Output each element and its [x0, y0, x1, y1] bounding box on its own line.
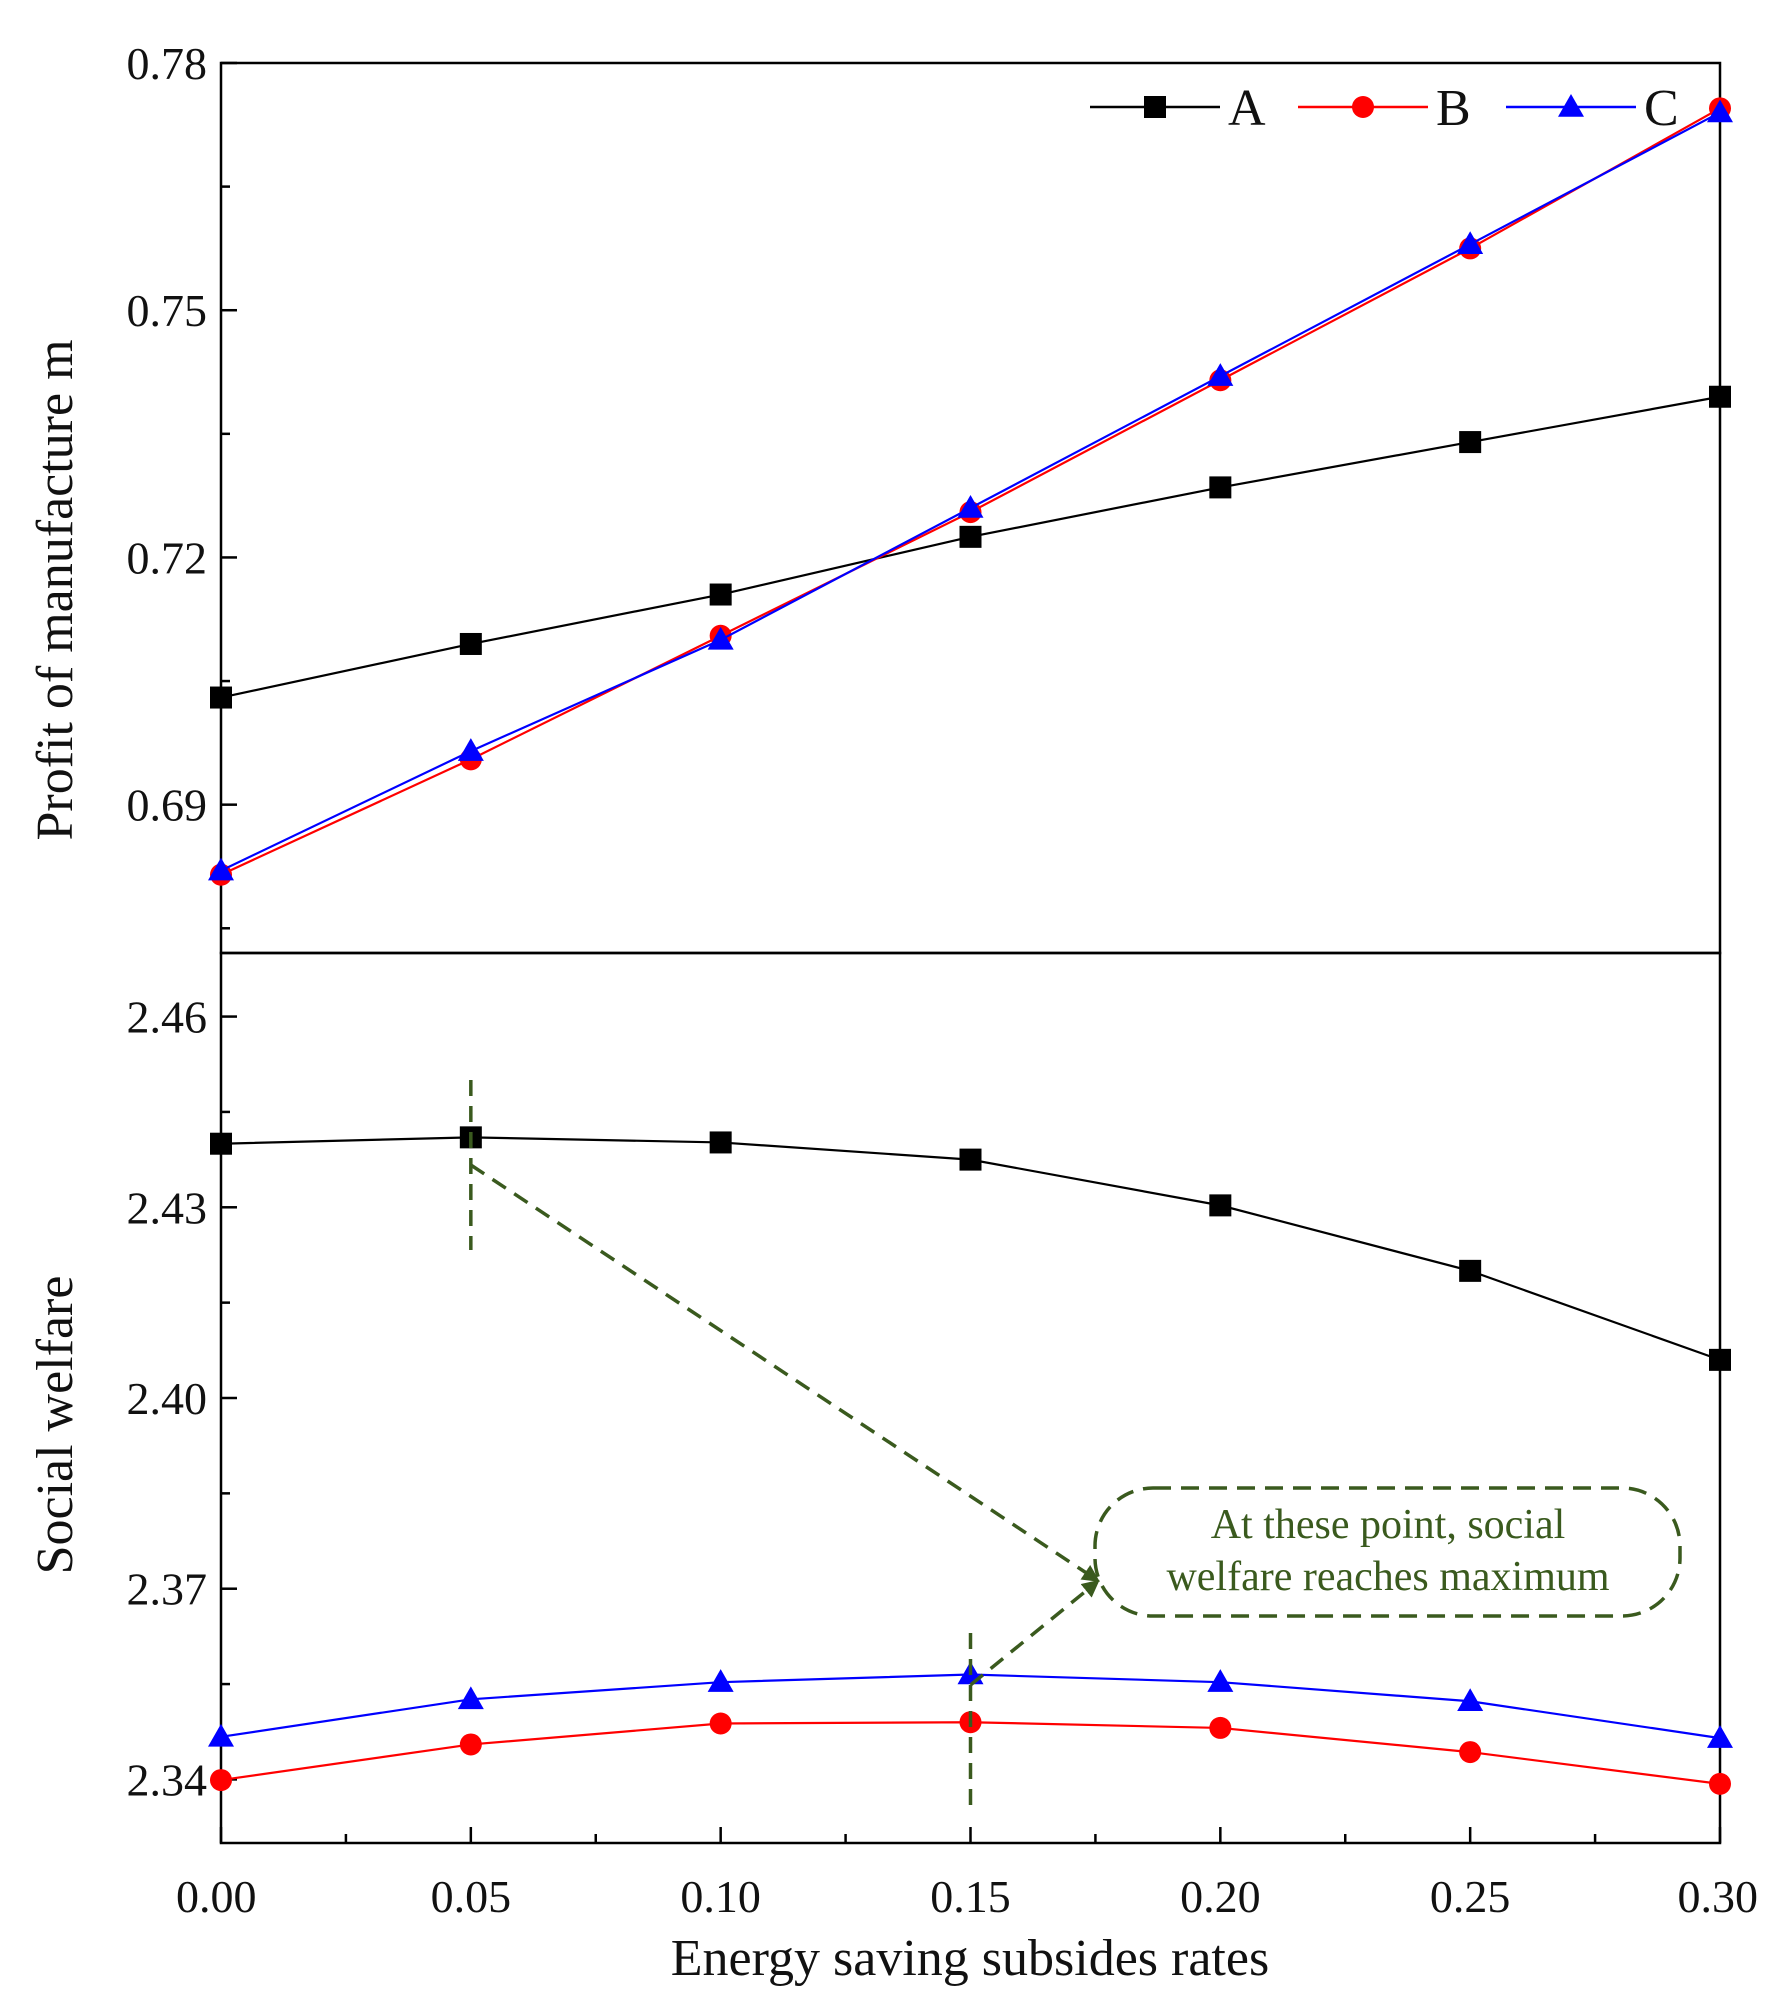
bottom-data-point-b — [459, 1733, 482, 1756]
bottom-series — [208, 1126, 1733, 1795]
bottom-data-point-b — [1209, 1716, 1232, 1739]
x-tick-label: 0.25 — [1430, 1871, 1511, 1922]
annotation-arrow-a — [469, 1163, 1100, 1582]
top-data-point-c — [957, 495, 984, 518]
legend-marker-c — [1558, 94, 1584, 117]
top-y-tick-label: 0.78 — [127, 38, 208, 89]
legend-label-a: A — [1228, 80, 1266, 137]
x-tick-label: 0.00 — [176, 1871, 257, 1922]
legend-marker-b — [1352, 96, 1374, 118]
bottom-data-point-c — [457, 1686, 484, 1710]
legend-label-c: C — [1644, 80, 1679, 137]
bottom-data-point-b — [1709, 1772, 1731, 1795]
top-y-tick-label: 0.75 — [127, 285, 208, 336]
x-tick-label: 0.20 — [1180, 1871, 1261, 1922]
annotation-text-line: At these point, social — [1211, 1502, 1566, 1548]
bottom-data-point-c — [1457, 1688, 1484, 1711]
bottom-y-tick-label: 2.40 — [127, 1373, 208, 1424]
bottom-data-point-b — [709, 1712, 732, 1735]
top-data-point-a — [1709, 385, 1731, 408]
bottom-data-point-c — [707, 1669, 734, 1692]
x-tick-label: 0.05 — [431, 1871, 512, 1922]
top-data-point-a — [459, 632, 482, 655]
bottom-y-tick-label: 2.37 — [127, 1564, 208, 1615]
top-series-line-c — [220, 111, 1721, 872]
legend-label-b: B — [1436, 80, 1471, 137]
annotation-text-line: welfare reaches maximum — [1166, 1554, 1609, 1600]
top-data-point-a — [1459, 431, 1482, 454]
top-data-point-a — [210, 686, 232, 709]
bottom-panel: 2.34 2.37 2.40 2.43 2.46 0.00 0.05 0.10 0.15 0.2… — [27, 951, 1758, 1987]
top-data-point-c — [707, 626, 734, 650]
top-y-tick-label: 0.69 — [127, 780, 208, 831]
bottom-data-point-a — [210, 1132, 232, 1155]
top-data-point-c — [1707, 99, 1733, 123]
bottom-data-point-a — [709, 1131, 732, 1154]
bottom-plot-frame — [219, 951, 1722, 1845]
x-tick-label: 0.30 — [1678, 1871, 1759, 1922]
bottom-data-point-c — [208, 1723, 234, 1747]
x-tick-label: 0.15 — [930, 1871, 1011, 1922]
bottom-data-point-a — [1459, 1259, 1482, 1282]
x-tick-label: 0.10 — [680, 1871, 761, 1922]
top-data-point-c — [208, 857, 234, 881]
top-y-tick-label: 0.72 — [127, 532, 208, 583]
bottom-y-tick-label: 2.34 — [127, 1754, 208, 1805]
bottom-y-tick-label: 2.46 — [127, 992, 208, 1043]
top-data-point-c — [1207, 363, 1234, 386]
top-panel: 0.69 0.72 0.75 0.78 Profit of manufacture m… — [27, 38, 1733, 955]
bottom-data-point-a — [1209, 1194, 1232, 1217]
bottom-y-axis-title: Social welfare — [27, 1276, 84, 1575]
top-series-line-b — [220, 107, 1721, 876]
bottom-y-tick-label: 2.43 — [127, 1182, 208, 1233]
bottom-data-point-b — [210, 1769, 232, 1792]
top-data-point-a — [1209, 476, 1232, 499]
annotation: At these point, social welfare reaches ma… — [469, 1080, 1682, 1812]
top-data-point-c — [457, 738, 484, 761]
bottom-data-point-c — [1707, 1725, 1733, 1748]
bottom-series-line-a — [220, 1136, 1721, 1361]
top-y-axis-title: Profit of manufacture m — [27, 339, 84, 840]
bottom-data-point-a — [1709, 1348, 1731, 1371]
bottom-y-ticks: 2.34 2.37 2.40 2.43 2.46 — [127, 992, 237, 1805]
legend: A B C — [1090, 80, 1679, 137]
top-data-point-c — [1457, 231, 1484, 255]
legend-marker-a — [1144, 96, 1166, 118]
top-series — [208, 97, 1733, 886]
x-ticks: 0.00 0.05 0.10 0.15 0.20 0.25 0.30 — [176, 1827, 1758, 1922]
bottom-data-point-b — [1459, 1741, 1482, 1764]
bottom-data-point-c — [1207, 1669, 1234, 1692]
top-y-ticks: 0.69 0.72 0.75 0.78 — [127, 38, 237, 930]
top-data-point-a — [959, 525, 982, 548]
annotation-arrow-c — [969, 1579, 1100, 1687]
annotation-box — [1093, 1486, 1682, 1618]
x-axis-title: Energy saving subsides rates — [671, 1930, 1269, 1987]
bottom-data-point-a — [959, 1148, 982, 1171]
top-data-point-a — [709, 583, 732, 606]
